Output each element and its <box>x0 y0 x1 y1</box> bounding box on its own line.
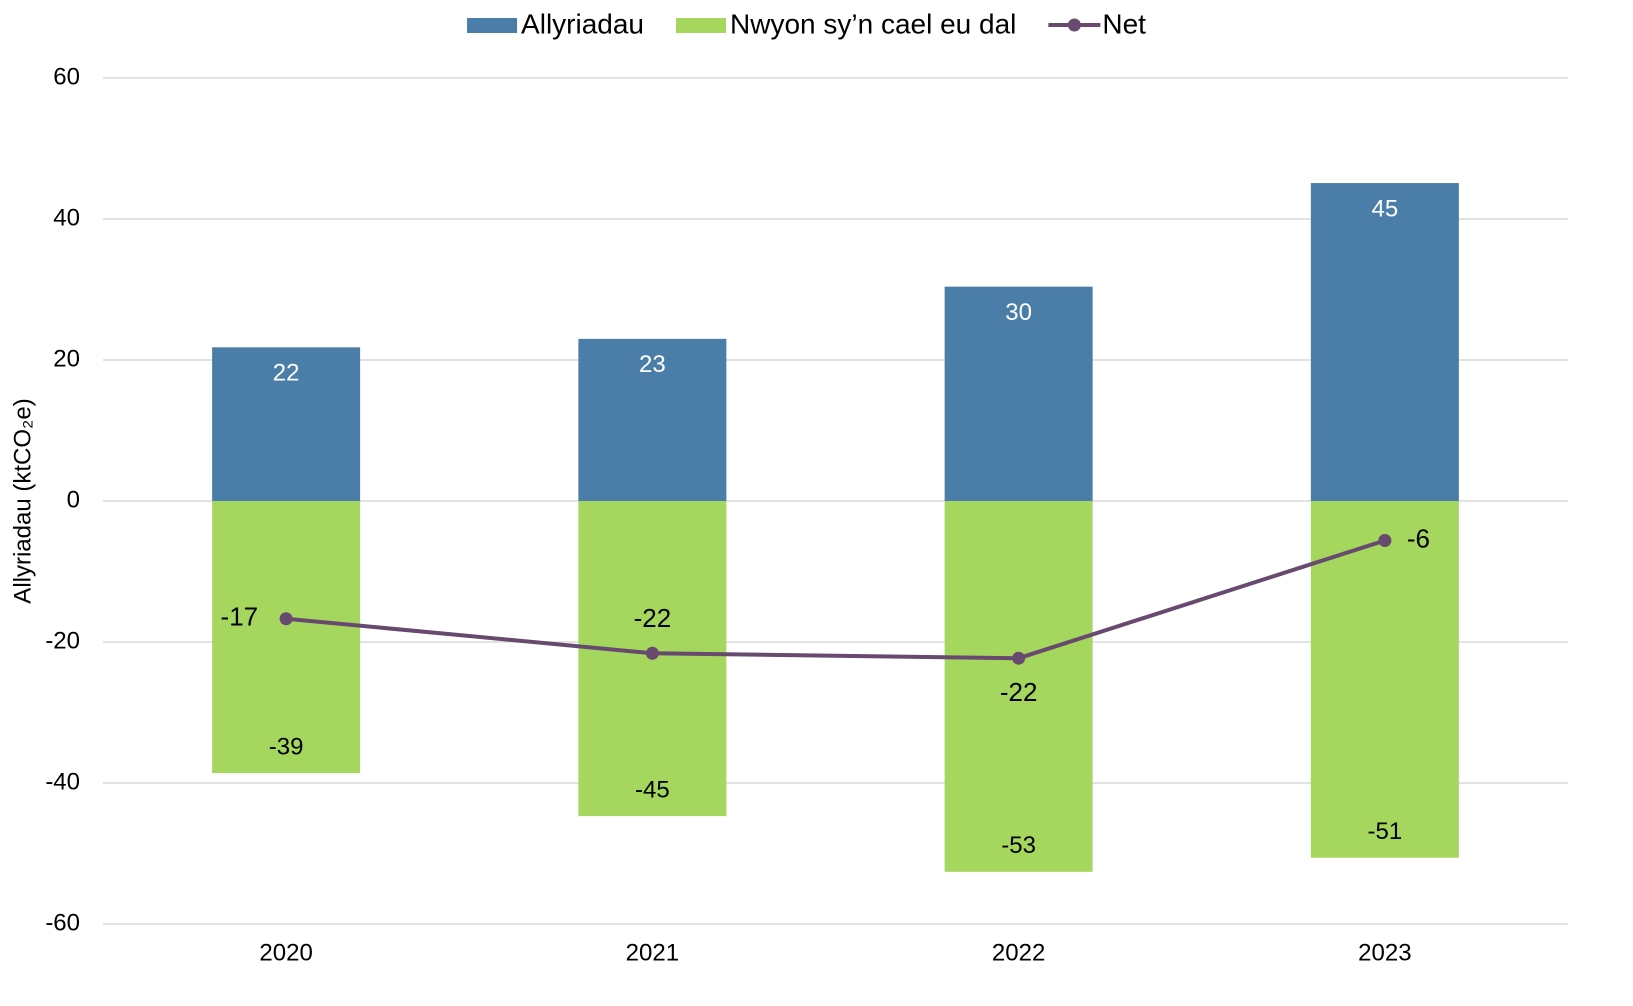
data-label: 45 <box>1372 195 1399 222</box>
legend-item: Nwyon sy’n cael eu dal <box>676 8 1016 39</box>
legend-swatch <box>467 18 518 33</box>
data-label: -6 <box>1407 523 1430 553</box>
data-label: 23 <box>639 351 666 378</box>
y-tick-label: 60 <box>53 63 80 90</box>
data-label: -45 <box>635 776 670 803</box>
y-tick-label: 20 <box>53 345 80 372</box>
legend-label: Nwyon sy’n cael eu dal <box>730 8 1016 39</box>
y-tick-label: -40 <box>45 768 80 795</box>
bar <box>212 501 361 774</box>
x-tick-label: 2023 <box>1358 939 1411 966</box>
bar <box>1310 501 1459 858</box>
data-label: 22 <box>273 360 300 387</box>
x-tick-label: 2020 <box>259 939 312 966</box>
legend-item: Allyriadau <box>467 8 644 39</box>
bar <box>212 347 361 501</box>
data-label: -39 <box>269 733 304 760</box>
data-label: -17 <box>221 602 259 632</box>
legend: Allyriadau Nwyon sy’n cael eu dal Net <box>467 8 1146 39</box>
y-tick-label: 0 <box>67 486 80 513</box>
y-tick-label: 40 <box>53 204 80 231</box>
line-point <box>1378 533 1392 547</box>
legend-label: Net <box>1102 8 1146 39</box>
legend-item: Net <box>1048 8 1146 39</box>
x-tick-label: 2021 <box>626 939 679 966</box>
bar <box>944 286 1093 501</box>
legend-swatch <box>676 18 726 33</box>
y-axis-label: Allyriadau (ktCO₂e) <box>9 398 36 603</box>
bar <box>1310 183 1459 502</box>
legend-swatch <box>1067 18 1081 32</box>
data-label: -51 <box>1368 818 1403 845</box>
data-label: 30 <box>1005 299 1032 326</box>
line <box>285 538 1386 661</box>
data-label: -22 <box>634 603 672 633</box>
y-tick-label: -20 <box>45 627 80 654</box>
x-tick-label: 2022 <box>992 939 1045 966</box>
line-point <box>1012 651 1026 665</box>
y-tick-label: -60 <box>45 909 80 936</box>
data-label: -53 <box>1001 832 1036 859</box>
line-point <box>645 646 659 660</box>
legend-label: Allyriadau <box>521 8 644 39</box>
data-label: -22 <box>1000 677 1038 707</box>
line-point <box>279 612 293 626</box>
bar <box>944 501 1093 872</box>
bar <box>578 338 727 501</box>
